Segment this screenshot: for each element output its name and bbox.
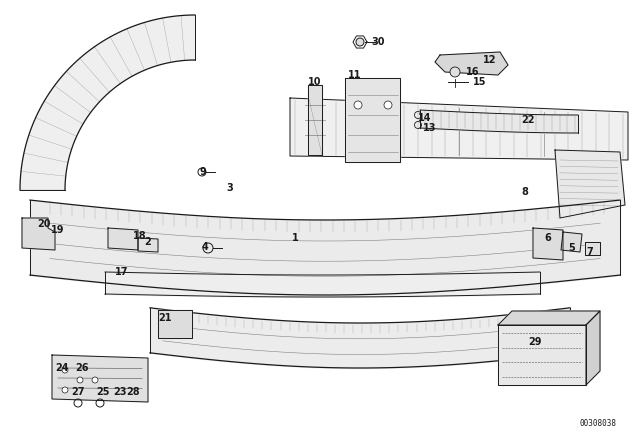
Text: 13: 13 xyxy=(423,123,436,133)
Circle shape xyxy=(92,377,98,383)
Polygon shape xyxy=(498,325,586,385)
Text: 26: 26 xyxy=(76,363,89,373)
Polygon shape xyxy=(22,218,55,250)
Text: 9: 9 xyxy=(200,167,206,177)
Text: 15: 15 xyxy=(473,77,487,87)
Polygon shape xyxy=(158,310,192,338)
Polygon shape xyxy=(290,98,628,160)
Polygon shape xyxy=(345,78,400,162)
Polygon shape xyxy=(52,355,148,402)
Text: 22: 22 xyxy=(521,115,535,125)
Text: 23: 23 xyxy=(113,387,127,397)
Circle shape xyxy=(356,38,364,46)
Polygon shape xyxy=(20,15,195,190)
Circle shape xyxy=(62,387,68,393)
Text: 11: 11 xyxy=(348,70,362,80)
Text: 3: 3 xyxy=(227,183,234,193)
Text: 1: 1 xyxy=(292,233,298,243)
Text: 21: 21 xyxy=(158,313,172,323)
Polygon shape xyxy=(586,311,600,385)
Circle shape xyxy=(77,377,83,383)
Text: 30: 30 xyxy=(371,37,385,47)
Text: 27: 27 xyxy=(71,387,84,397)
Text: 25: 25 xyxy=(96,387,109,397)
Text: 19: 19 xyxy=(51,225,65,235)
Text: 18: 18 xyxy=(133,231,147,241)
Text: 29: 29 xyxy=(528,337,541,347)
Text: 2: 2 xyxy=(145,237,152,247)
Text: 17: 17 xyxy=(115,267,129,277)
Polygon shape xyxy=(138,238,158,252)
Polygon shape xyxy=(435,52,508,75)
Circle shape xyxy=(62,367,68,373)
Text: 10: 10 xyxy=(308,77,322,87)
Polygon shape xyxy=(108,228,138,250)
Circle shape xyxy=(450,67,460,77)
Text: 12: 12 xyxy=(483,55,497,65)
Text: 14: 14 xyxy=(419,113,432,123)
Text: 28: 28 xyxy=(126,387,140,397)
Polygon shape xyxy=(561,232,582,252)
Text: 5: 5 xyxy=(568,243,575,253)
Polygon shape xyxy=(498,311,600,325)
Text: 24: 24 xyxy=(55,363,68,373)
Circle shape xyxy=(354,101,362,109)
Text: 6: 6 xyxy=(545,233,552,243)
Text: 16: 16 xyxy=(467,67,480,77)
Text: 4: 4 xyxy=(202,242,209,252)
Text: 7: 7 xyxy=(587,247,593,257)
Polygon shape xyxy=(533,228,563,260)
Polygon shape xyxy=(308,85,322,155)
Circle shape xyxy=(384,101,392,109)
Polygon shape xyxy=(585,242,600,255)
Text: 20: 20 xyxy=(37,219,51,229)
Text: 8: 8 xyxy=(522,187,529,197)
Text: 00308038: 00308038 xyxy=(579,418,616,427)
Polygon shape xyxy=(555,150,625,218)
